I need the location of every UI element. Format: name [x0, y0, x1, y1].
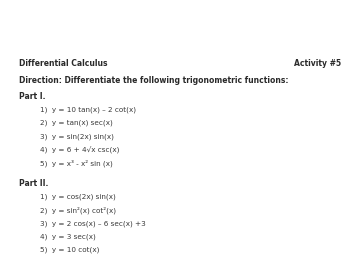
Text: 3)  y = 2 cos(x) – 6 sec(x) +3: 3) y = 2 cos(x) – 6 sec(x) +3: [40, 220, 146, 227]
Text: 2)  y = tan(x) sec(x): 2) y = tan(x) sec(x): [40, 120, 113, 126]
Text: 1)  y = cos(2x) sin(x): 1) y = cos(2x) sin(x): [40, 194, 116, 200]
Text: 3)  y = sin(2x) sin(x): 3) y = sin(2x) sin(x): [40, 133, 114, 140]
Text: 4)  y = 6 + 4√x csc(x): 4) y = 6 + 4√x csc(x): [40, 147, 120, 154]
Text: 5)  y = 10 cot(x): 5) y = 10 cot(x): [40, 247, 100, 253]
Text: Part II.: Part II.: [19, 179, 49, 188]
Text: Differential Calculus: Differential Calculus: [19, 59, 108, 68]
Text: Activity #5: Activity #5: [294, 59, 341, 68]
Text: Direction: Differentiate the following trigonometric functions:: Direction: Differentiate the following t…: [19, 76, 289, 85]
Text: Part I.: Part I.: [19, 92, 46, 101]
Text: 5)  y = x³ - x² sin (x): 5) y = x³ - x² sin (x): [40, 160, 113, 167]
Text: 1)  y = 10 tan(x) – 2 cot(x): 1) y = 10 tan(x) – 2 cot(x): [40, 107, 136, 113]
Text: 4)  y = 3 sec(x): 4) y = 3 sec(x): [40, 233, 96, 240]
Text: 2)  y = sin²(x) cot²(x): 2) y = sin²(x) cot²(x): [40, 207, 116, 214]
